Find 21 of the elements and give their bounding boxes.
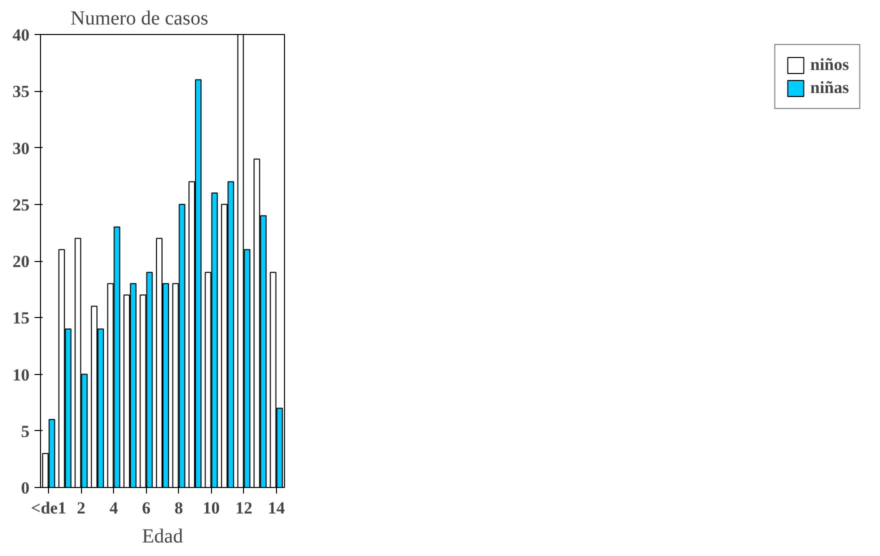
legend-label: niños <box>810 55 849 75</box>
x-tick-label: 14 <box>268 498 286 518</box>
x-axis-title: Edad <box>142 526 184 548</box>
y-tick-label: 30 <box>12 138 30 158</box>
x-tick-label: 10 <box>202 498 220 518</box>
x-tick-label: 6 <box>142 498 150 518</box>
y-tick-label: 10 <box>12 365 30 384</box>
y-tick-label: 15 <box>12 308 30 328</box>
y-tick-label: 35 <box>12 82 30 102</box>
x-tick-label: <de1 <box>31 498 66 518</box>
x-tick-label: 12 <box>235 498 252 518</box>
x-tick-label: 4 <box>109 498 118 518</box>
y-tick-label: 20 <box>12 252 30 271</box>
x-tick-label: 8 <box>174 498 184 518</box>
y-tick-label: 40 <box>12 26 30 44</box>
y-axis-title: Numero de casos <box>70 8 208 30</box>
y-tick-label: 25 <box>12 195 30 214</box>
legend-label: niñas <box>810 78 849 98</box>
x-tick-label: 2 <box>76 498 86 518</box>
y-tick-label: 5 <box>21 422 30 441</box>
y-tick-label: 0 <box>21 478 30 498</box>
